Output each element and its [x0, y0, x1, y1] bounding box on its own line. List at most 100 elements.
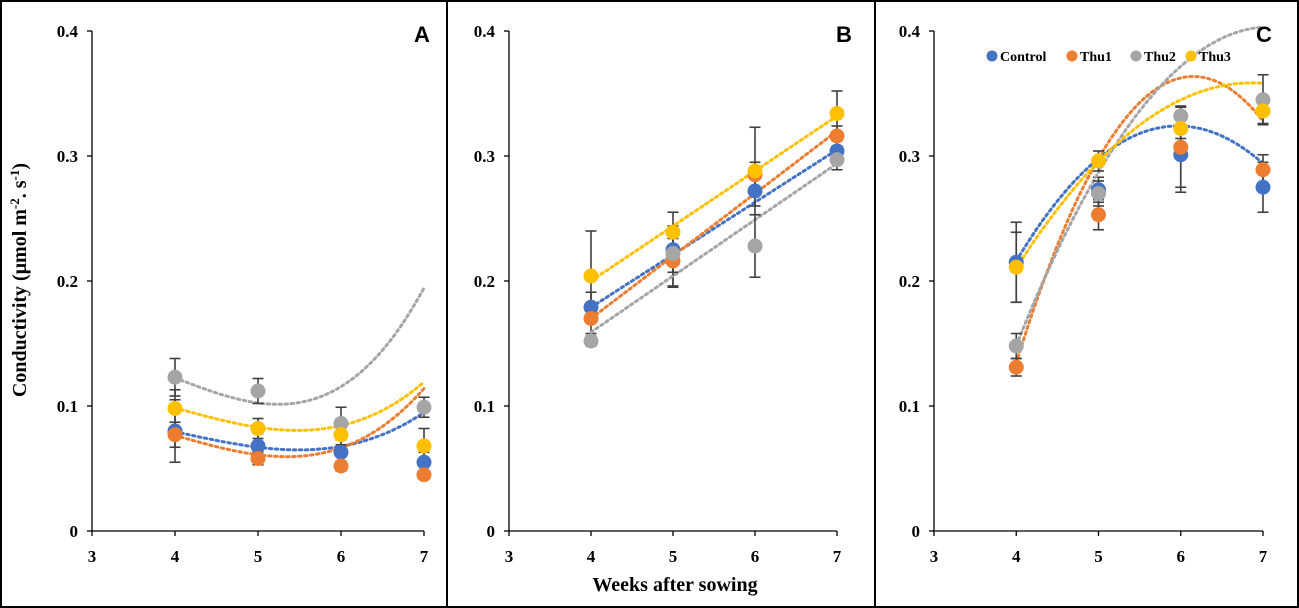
panel-c-trendline-thu1 — [1014, 74, 1265, 365]
panel-b-point-thu2 — [665, 246, 681, 261]
panel-a: Conductivity (μmol m-2. s-1) 0 0.1 0.2 0.3 0… — [7, 22, 432, 566]
panel-c-trendline-thu3 — [1014, 81, 1265, 270]
panel-a-x-tick-label: 6 — [337, 547, 346, 566]
panel-c: 0 0.1 0.2 0.3 0.4 3 4 5 6 7 C Control Thu1 Thu2 Th… — [899, 22, 1272, 566]
legend-label-control: Control — [1000, 50, 1047, 65]
panel-b-trendline-thu2 — [589, 162, 839, 334]
panel-b-point-thu2 — [583, 333, 599, 349]
panel-a-point-thu1 — [250, 451, 266, 466]
panel-b-x-tick-label: 3 — [505, 547, 514, 566]
panel-c-trendline-control — [1014, 124, 1265, 263]
panel-a-point-control — [416, 454, 432, 470]
panel-b-x-tick-label: 4 — [587, 547, 596, 566]
panel-a-trendline-thu1 — [173, 387, 426, 459]
panel-a-point-control — [250, 438, 266, 454]
panel-a-y-tick-label: 0 — [70, 522, 79, 541]
legend-marker-thu2 — [1130, 50, 1142, 62]
panel-c-y-tick-label: 0.1 — [899, 397, 920, 416]
panel-a-point-thu3 — [333, 427, 349, 443]
panel-b-point-thu3 — [583, 268, 599, 284]
panel-c-x-tick-label: 6 — [1177, 547, 1186, 566]
panel-a-trendline-control — [173, 411, 426, 452]
panel-a-point-thu2 — [333, 416, 349, 431]
panel-a-point-thu3 — [416, 438, 432, 454]
panel-c-point-thu2 — [1173, 108, 1189, 124]
legend: Control Thu1 Thu2 Thu3 — [986, 50, 1231, 65]
panel-b-x-tick-label: 6 — [751, 547, 760, 566]
panel-b-point-thu2 — [747, 238, 763, 254]
panel-a-point-thu1 — [416, 467, 432, 483]
panel-b-y-tick-label: 0.2 — [474, 272, 495, 291]
panel-c-y-tick-label: 0.2 — [899, 272, 920, 291]
panel-c-point-thu3 — [1091, 153, 1106, 169]
panel-b-point-thu3 — [829, 106, 845, 121]
panel-b-letter: B — [836, 22, 852, 47]
legend-label-thu1: Thu1 — [1080, 50, 1112, 65]
panel-b-y-tick-label: 0 — [487, 522, 496, 541]
panel-a-point-thu3 — [250, 421, 266, 436]
panel-a-letter: A — [414, 22, 430, 47]
panel-b-point-thu1 — [829, 128, 845, 144]
panel-a-point-control — [333, 444, 349, 460]
panel-a-trendline-thu3 — [173, 380, 426, 432]
panel-b-point-thu1 — [583, 311, 599, 326]
panel-a-point-thu1 — [167, 427, 183, 443]
panel-b-y-tick-label: 0.1 — [474, 397, 495, 416]
panel-a-point-thu3 — [167, 401, 183, 416]
legend-marker-thu3 — [1185, 50, 1197, 62]
panel-c-y-tick-label: 0 — [912, 522, 921, 541]
panel-c-point-thu3 — [1173, 121, 1189, 136]
panel-b-trendline-thu1 — [589, 129, 839, 320]
panel-c-point-thu3 — [1255, 103, 1271, 119]
panel-a-point-thu2 — [250, 383, 266, 399]
panel-a-x-tick-label: 3 — [88, 547, 97, 566]
panel-c-point-thu2 — [1008, 338, 1024, 354]
panel-a-y-tick-label: 0.4 — [57, 22, 79, 41]
panel-a-y-tick-label: 0.1 — [57, 397, 78, 416]
panel-b-point-control — [583, 299, 599, 315]
panel-a-point-thu1 — [333, 458, 349, 474]
panel-a-y-tick-label: 0.3 — [57, 147, 78, 166]
panel-c-x-tick-label: 5 — [1094, 547, 1103, 566]
panel-b-trendline-control — [589, 148, 839, 309]
panel-c-point-thu2 — [1091, 186, 1106, 201]
legend-label-thu2: Thu2 — [1144, 50, 1176, 65]
panel-b-x-tick-label: 7 — [833, 547, 842, 566]
panel-c-letter: C — [1256, 22, 1272, 47]
panel-c-point-thu2 — [1255, 92, 1271, 108]
x-axis-title: Weeks after sowing — [592, 574, 757, 596]
panel-b-point-thu3 — [747, 163, 763, 179]
panel-b-y-tick-label: 0.4 — [474, 22, 496, 41]
panel-c-frame — [874, 0, 1299, 608]
panel-c-trendline-thu2 — [1014, 25, 1265, 347]
panel-c-point-thu1 — [1173, 139, 1189, 155]
panel-a-point-thu2 — [416, 399, 432, 415]
legend-marker-thu1 — [1066, 50, 1078, 62]
panel-c-point-thu1 — [1091, 207, 1106, 223]
panel-c-point-thu1 — [1255, 162, 1271, 178]
y-axis-title: Conductivity (μmol m-2. s-1) — [7, 163, 32, 397]
panel-b-y-tick-label: 0.3 — [474, 147, 495, 166]
legend-label-thu3: Thu3 — [1199, 50, 1231, 65]
panel-c-x-tick-label: 4 — [1012, 547, 1021, 566]
panel-a-point-thu2 — [167, 369, 183, 385]
panel-b-point-thu2 — [829, 152, 845, 168]
panel-c-point-thu3 — [1008, 259, 1024, 275]
panel-c-point-control — [1255, 179, 1271, 195]
panel-c-y-tick-label: 0.3 — [899, 147, 920, 166]
panel-b-x-tick-label: 5 — [669, 547, 678, 566]
panel-b-point-thu3 — [665, 224, 681, 240]
panel-c-y-tick-label: 0.4 — [899, 22, 921, 41]
panel-c-x-tick-label: 7 — [1259, 547, 1268, 566]
panel-b: Weeks after sowing 0 0.1 0.2 0.3 0.4 3 4 5 6 7 B — [474, 22, 852, 596]
panel-a-trendline-thu2 — [173, 286, 426, 406]
panel-b-point-control — [747, 183, 763, 199]
panel-a-x-tick-label: 7 — [420, 547, 429, 566]
panel-a-x-tick-label: 5 — [254, 547, 263, 566]
panel-c-point-thu1 — [1008, 359, 1024, 375]
panel-b-trendline-thu3 — [589, 114, 839, 283]
panel-a-y-tick-label: 0.2 — [57, 272, 78, 291]
legend-marker-control — [986, 50, 998, 62]
panel-c-x-tick-label: 3 — [930, 547, 939, 566]
